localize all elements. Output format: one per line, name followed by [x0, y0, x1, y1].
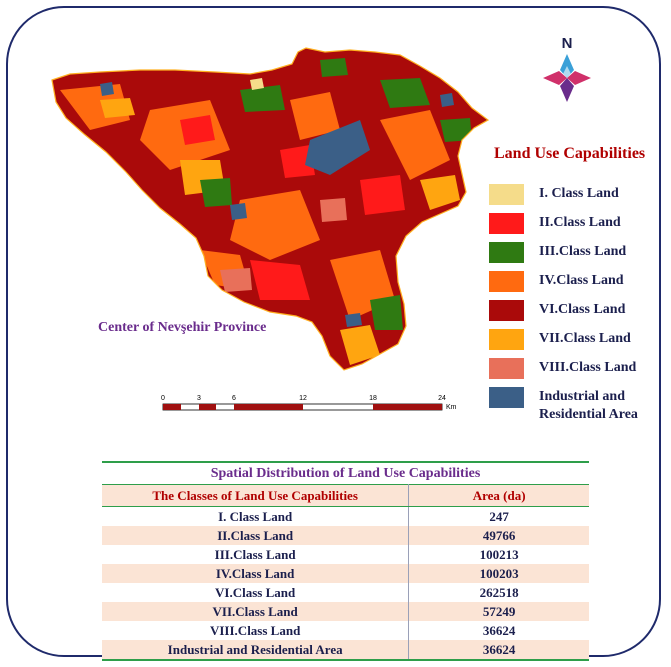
- legend-label-line2: Residential Area: [539, 407, 638, 422]
- scale-tick-label: 24: [438, 395, 446, 402]
- table-cell-class: VI.Class Land: [102, 583, 410, 602]
- table-row: VI.Class Land 262518: [102, 583, 589, 602]
- legend-label-line1: Industrial and: [539, 389, 625, 404]
- legend-label: I. Class Land: [539, 186, 619, 201]
- table-cell-area: 100203: [408, 564, 589, 583]
- legend-swatch: [489, 300, 524, 321]
- table-cell-area: 57249: [408, 602, 589, 621]
- legend-swatch: [489, 242, 524, 263]
- scale-tick-label: 0: [161, 395, 165, 402]
- land-use-map: [51, 47, 490, 371]
- legend-title: Land Use Capabilities: [494, 145, 646, 162]
- legend-label: VII.Class Land: [539, 331, 631, 346]
- legend-swatch: [489, 184, 524, 205]
- legend-swatch: [489, 271, 524, 292]
- legend-label: III.Class Land: [539, 244, 627, 259]
- scale-tick-label: 12: [299, 395, 307, 402]
- legend-swatch: [489, 387, 524, 408]
- legend-swatch: [489, 358, 524, 379]
- table-header-area: Area (da): [408, 484, 589, 507]
- table-header-class: The Classes of Land Use Capabilities: [102, 484, 410, 507]
- legend-swatch: [489, 329, 524, 350]
- table-cell-class: VII.Class Land: [102, 602, 410, 621]
- table-cell-class: VIII.Class Land: [102, 621, 410, 640]
- table-cell-class: IV.Class Land: [102, 564, 410, 583]
- table-row: IV.Class Land 100203: [102, 564, 589, 583]
- table-cell-area: 49766: [408, 526, 589, 545]
- north-arrow-icon: N: [543, 35, 591, 102]
- area-table: Spatial Distribution of Land Use Capabil…: [102, 461, 589, 661]
- table-cell-class: II.Class Land: [102, 526, 410, 545]
- table-cell-class: Industrial and Residential Area: [102, 640, 410, 661]
- table-row: II.Class Land 49766: [102, 526, 589, 545]
- table-cell-class: III.Class Land: [102, 545, 410, 564]
- table-row: I. Class Land 247: [102, 506, 589, 526]
- legend-swatch: [489, 213, 524, 234]
- scale-tick-label: 6: [232, 395, 236, 402]
- table-cell-area: 247: [489, 508, 509, 524]
- table-cell-area: 36624: [482, 622, 516, 638]
- center-label: Center of Nevşehir Province: [98, 320, 267, 335]
- table-row: III.Class Land 100213: [102, 545, 589, 564]
- scale-tick-label: 3: [197, 395, 201, 402]
- scale-unit: Km: [446, 404, 457, 411]
- table-cell-area: 262518: [479, 584, 519, 600]
- legend-label: IV.Class Land: [539, 273, 624, 288]
- legend-label: VI.Class Land: [539, 302, 626, 317]
- scale-tick-label: 18: [369, 395, 377, 402]
- legend-label: VIII.Class Land: [539, 360, 637, 375]
- table-row: VIII.Class Land 36624: [102, 621, 589, 640]
- scale-bar: 0 3 6 12 18 24 Km: [161, 395, 457, 411]
- table-row: Industrial and Residential Area 36624: [102, 640, 589, 661]
- table-cell-area: 36624: [408, 640, 589, 661]
- region-outline: [51, 47, 490, 371]
- table-row: VII.Class Land 57249: [102, 602, 589, 621]
- table-cell-area: 100213: [479, 546, 519, 562]
- legend-label: II.Class Land: [539, 215, 621, 230]
- compass-north-label: N: [562, 35, 573, 52]
- table-cell-class: I. Class Land: [102, 506, 410, 526]
- table-title: Spatial Distribution of Land Use Capabil…: [102, 461, 589, 485]
